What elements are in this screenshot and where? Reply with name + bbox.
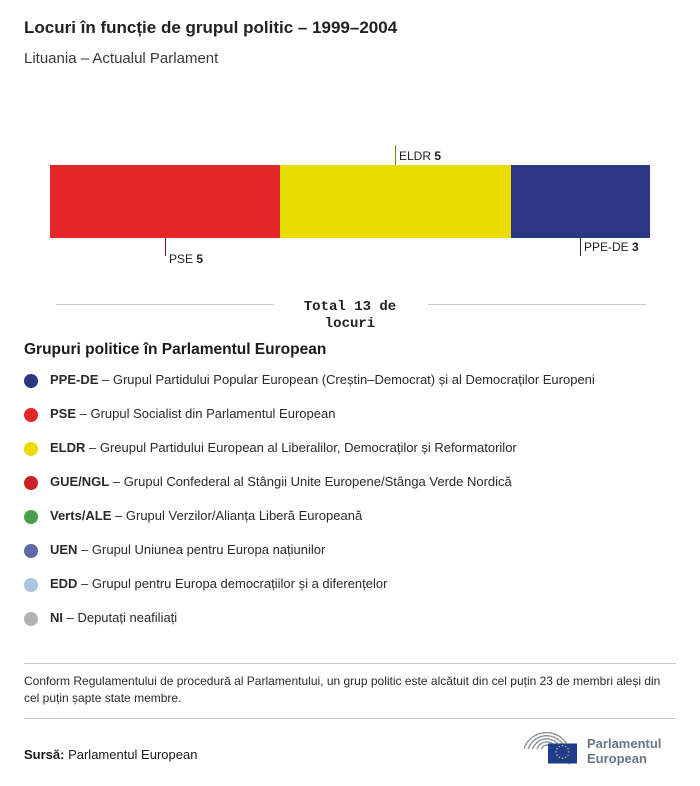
svg-text:Parlamentul: Parlamentul (587, 736, 661, 751)
svg-text:European: European (587, 751, 647, 766)
